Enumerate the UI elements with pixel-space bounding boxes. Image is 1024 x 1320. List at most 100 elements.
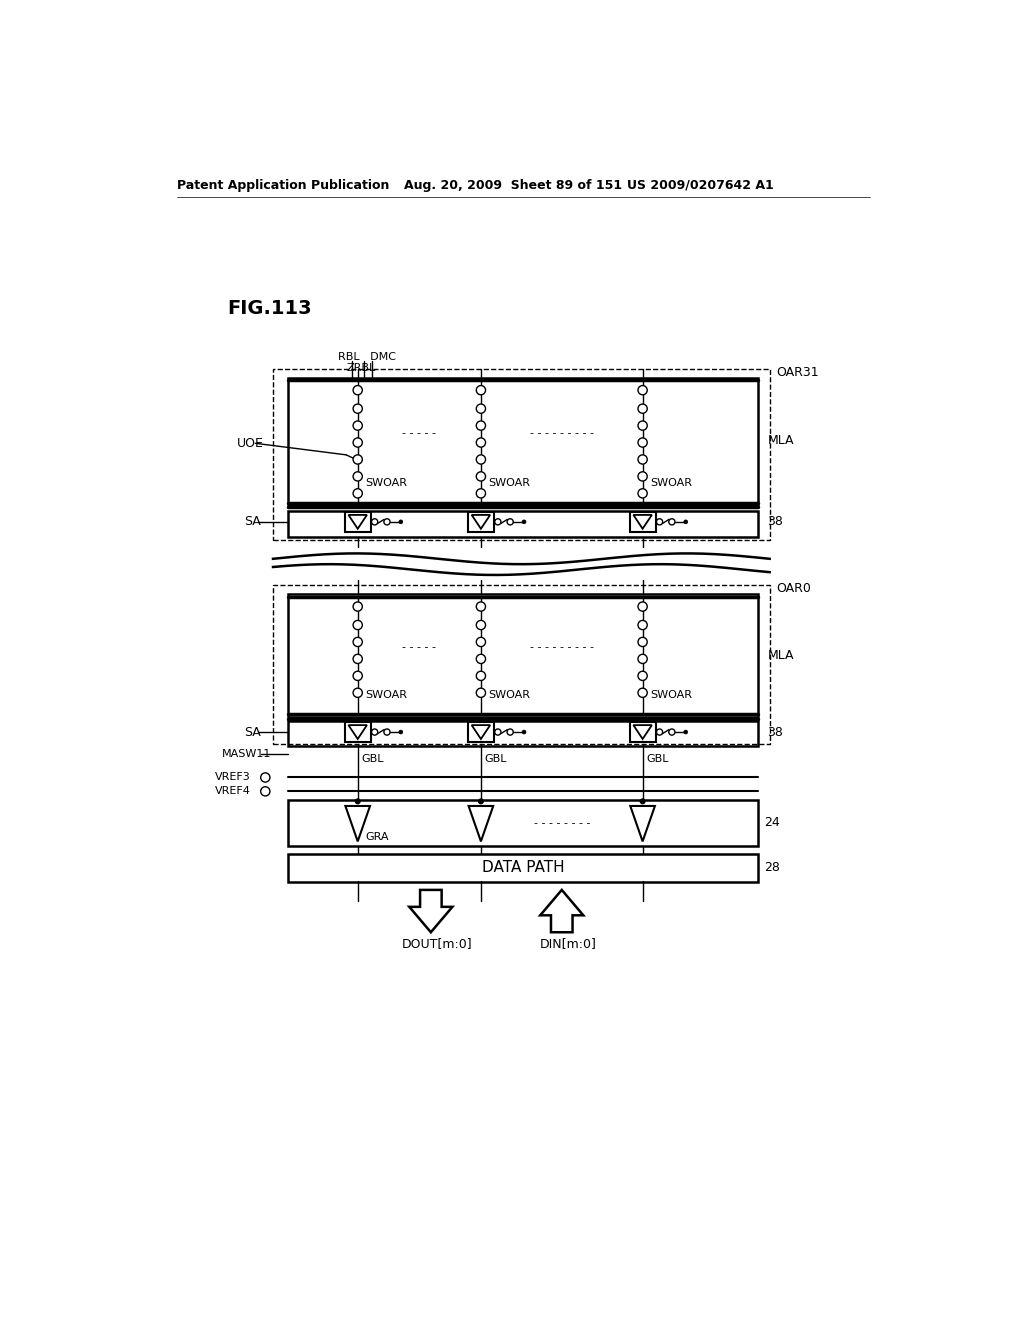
- Text: GBL: GBL: [361, 754, 384, 764]
- Circle shape: [399, 520, 402, 524]
- Circle shape: [476, 471, 485, 480]
- Text: US 2009/0207642 A1: US 2009/0207642 A1: [628, 178, 774, 191]
- Circle shape: [656, 729, 663, 735]
- Text: - - - - -: - - - - -: [402, 643, 436, 652]
- Circle shape: [261, 774, 270, 781]
- Circle shape: [638, 602, 647, 611]
- Text: 24: 24: [764, 816, 780, 829]
- Circle shape: [638, 421, 647, 430]
- Polygon shape: [410, 890, 453, 932]
- Circle shape: [353, 471, 362, 480]
- Text: UOE: UOE: [237, 437, 264, 450]
- Text: DATA PATH: DATA PATH: [482, 861, 564, 875]
- Circle shape: [476, 488, 485, 498]
- Circle shape: [638, 455, 647, 465]
- Circle shape: [353, 638, 362, 647]
- Circle shape: [353, 404, 362, 413]
- Circle shape: [495, 729, 501, 735]
- Circle shape: [476, 404, 485, 413]
- Text: SWOAR: SWOAR: [366, 478, 408, 488]
- Text: 38: 38: [767, 726, 783, 739]
- Circle shape: [384, 729, 390, 735]
- Circle shape: [638, 488, 647, 498]
- Circle shape: [669, 729, 675, 735]
- Text: RBL   DMC: RBL DMC: [339, 352, 396, 362]
- Polygon shape: [345, 807, 370, 841]
- Bar: [345, 512, 371, 532]
- Circle shape: [476, 688, 485, 697]
- Circle shape: [638, 672, 647, 681]
- Circle shape: [638, 471, 647, 480]
- Circle shape: [638, 404, 647, 413]
- Text: SWOAR: SWOAR: [488, 690, 530, 700]
- Polygon shape: [634, 725, 652, 739]
- Text: SA: SA: [245, 515, 261, 528]
- Circle shape: [476, 455, 485, 465]
- Text: MASW11: MASW11: [221, 748, 270, 759]
- Circle shape: [476, 438, 485, 447]
- Text: SWOAR: SWOAR: [650, 478, 692, 488]
- Bar: [289, 721, 758, 746]
- Text: MLA: MLA: [767, 434, 794, 447]
- Polygon shape: [472, 725, 490, 739]
- Text: SWOAR: SWOAR: [650, 690, 692, 700]
- Text: - - - - - - - - -: - - - - - - - - -: [529, 428, 594, 438]
- Bar: [273, 368, 770, 540]
- Circle shape: [507, 729, 513, 735]
- Circle shape: [353, 602, 362, 611]
- Text: SA: SA: [245, 726, 261, 739]
- Circle shape: [353, 688, 362, 697]
- Circle shape: [399, 730, 402, 734]
- Bar: [289, 854, 758, 882]
- Circle shape: [261, 787, 270, 796]
- Text: ZRBL: ZRBL: [346, 363, 376, 372]
- Circle shape: [684, 520, 688, 524]
- Text: GRA: GRA: [366, 832, 389, 842]
- Bar: [468, 512, 494, 532]
- Circle shape: [684, 730, 688, 734]
- Text: - - - - -: - - - - -: [402, 428, 436, 438]
- Circle shape: [476, 421, 485, 430]
- Circle shape: [478, 799, 483, 804]
- Text: SWOAR: SWOAR: [488, 478, 530, 488]
- Polygon shape: [472, 515, 490, 529]
- Circle shape: [353, 385, 362, 395]
- Circle shape: [638, 638, 647, 647]
- Circle shape: [640, 799, 645, 804]
- Text: MLA: MLA: [767, 648, 794, 661]
- Text: - - - - - - - -: - - - - - - - -: [534, 818, 590, 828]
- Polygon shape: [348, 515, 367, 529]
- Circle shape: [353, 455, 362, 465]
- Bar: [289, 800, 758, 846]
- Text: SWOAR: SWOAR: [366, 690, 408, 700]
- Circle shape: [476, 655, 485, 664]
- Bar: [289, 511, 758, 537]
- Polygon shape: [348, 725, 367, 739]
- Circle shape: [353, 655, 362, 664]
- Circle shape: [353, 421, 362, 430]
- Text: GBL: GBL: [484, 754, 507, 764]
- Circle shape: [372, 519, 378, 525]
- Text: 28: 28: [764, 861, 780, 874]
- Polygon shape: [469, 807, 494, 841]
- Circle shape: [372, 729, 378, 735]
- Circle shape: [476, 672, 485, 681]
- Bar: [289, 378, 758, 506]
- Text: Aug. 20, 2009  Sheet 89 of 151: Aug. 20, 2009 Sheet 89 of 151: [403, 178, 622, 191]
- Text: - - - - - - - - -: - - - - - - - - -: [529, 643, 594, 652]
- Circle shape: [656, 519, 663, 525]
- Circle shape: [669, 519, 675, 525]
- Circle shape: [507, 519, 513, 525]
- Circle shape: [522, 520, 526, 524]
- Circle shape: [638, 385, 647, 395]
- Circle shape: [353, 620, 362, 630]
- Circle shape: [638, 688, 647, 697]
- Text: OAR31: OAR31: [776, 366, 818, 379]
- Text: VREF4: VREF4: [215, 787, 251, 796]
- Circle shape: [353, 438, 362, 447]
- Circle shape: [638, 438, 647, 447]
- Bar: [345, 722, 371, 742]
- Text: GBL: GBL: [646, 754, 669, 764]
- Circle shape: [353, 488, 362, 498]
- Circle shape: [638, 620, 647, 630]
